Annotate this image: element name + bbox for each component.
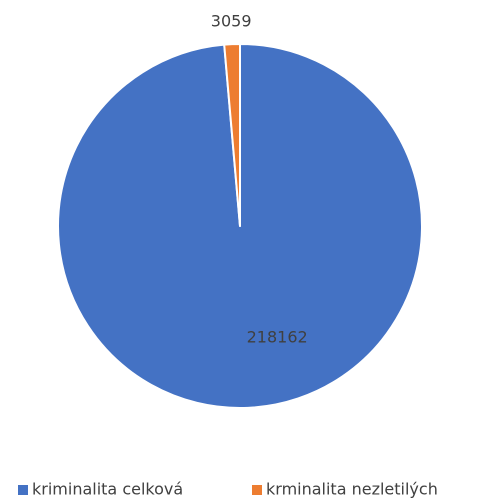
legend-swatch: [252, 485, 262, 495]
data-label: 3059: [211, 12, 252, 31]
legend-label: krminalita nezletilých: [266, 480, 438, 499]
legend-label: kriminalita celková: [32, 480, 183, 499]
data-label: 218162: [247, 328, 308, 347]
pie-slice: [223, 43, 241, 227]
legend-swatch: [18, 485, 28, 495]
